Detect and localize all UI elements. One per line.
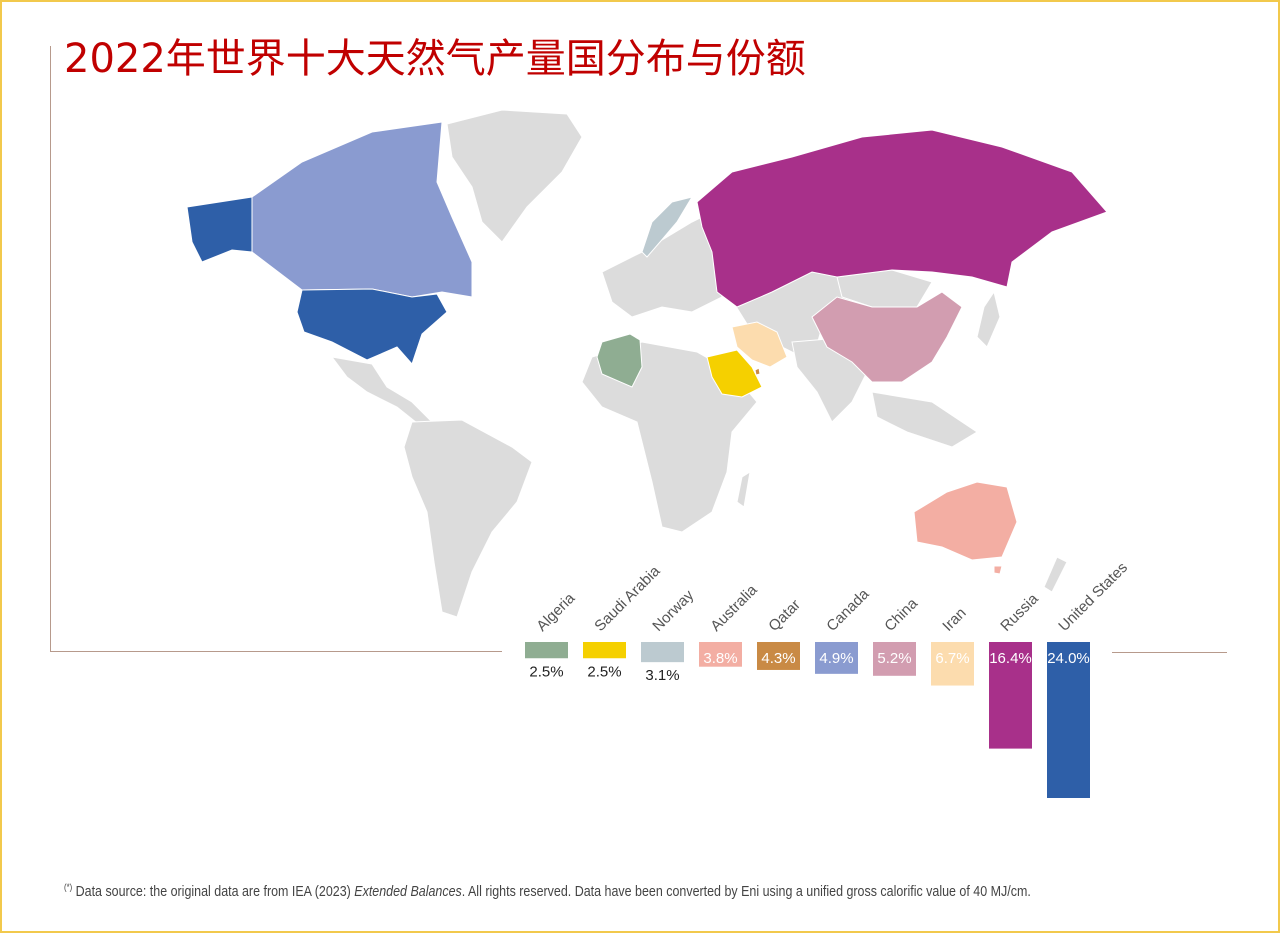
bar-norway — [641, 642, 684, 663]
bar-iran — [931, 642, 974, 686]
frame-line-bottom-right — [1112, 652, 1227, 653]
value-label-saudi-arabia: 2.5% — [587, 663, 621, 680]
greenland — [446, 109, 583, 243]
value-label-norway: 3.1% — [645, 667, 679, 684]
footnote-source-italic: Extended Balances — [354, 883, 462, 900]
value-label-russia: 16.4% — [989, 650, 1032, 667]
japan — [976, 290, 1001, 348]
bar-china — [873, 642, 916, 676]
frame-line-left — [50, 46, 51, 652]
map-alaska — [186, 196, 253, 263]
map-qatar — [754, 367, 761, 376]
footnote-mark: (*) — [64, 882, 73, 892]
mexico-central-america — [330, 356, 444, 433]
madagascar — [736, 470, 751, 508]
south-america — [403, 419, 533, 618]
map-usa — [296, 288, 448, 365]
map-russia — [696, 129, 1108, 308]
bar-united-states — [1047, 642, 1090, 798]
frame-line-bottom-left — [50, 651, 502, 652]
bar-russia — [989, 642, 1032, 749]
new-zealand — [1043, 556, 1068, 593]
map-australia — [913, 481, 1018, 561]
bar-algeria — [525, 642, 568, 659]
map-china — [811, 291, 963, 383]
map-canada — [251, 121, 473, 298]
map-saudi-arabia — [706, 349, 763, 398]
bar-canada — [815, 642, 858, 674]
bar-australia — [699, 642, 742, 667]
footnote: (*) Data source: the original data are f… — [64, 882, 1031, 900]
europe — [601, 211, 723, 318]
map-iran — [731, 321, 788, 368]
value-label-qatar: 4.3% — [761, 650, 795, 667]
value-label-iran: 6.7% — [935, 650, 969, 667]
map-algeria — [596, 333, 643, 388]
value-label-united-states: 24.0% — [1047, 650, 1090, 667]
map-norway — [641, 196, 694, 258]
value-label-china: 5.2% — [877, 650, 911, 667]
page-title: 2022年世界十大天然气产量国分布与份额 — [64, 36, 806, 82]
footnote-text-before: Data source: the original data are from … — [72, 883, 355, 900]
map-tasmania — [993, 565, 1003, 575]
value-label-algeria: 2.5% — [529, 663, 563, 680]
se-asia-islands — [871, 391, 978, 448]
bar-qatar — [757, 642, 800, 670]
bar-saudi-arabia — [583, 642, 626, 659]
world-map — [186, 109, 1108, 618]
value-label-australia: 3.8% — [703, 650, 737, 667]
value-label-canada: 4.9% — [819, 650, 853, 667]
footnote-text-after: . All rights reserved. Data have been co… — [461, 883, 1031, 900]
